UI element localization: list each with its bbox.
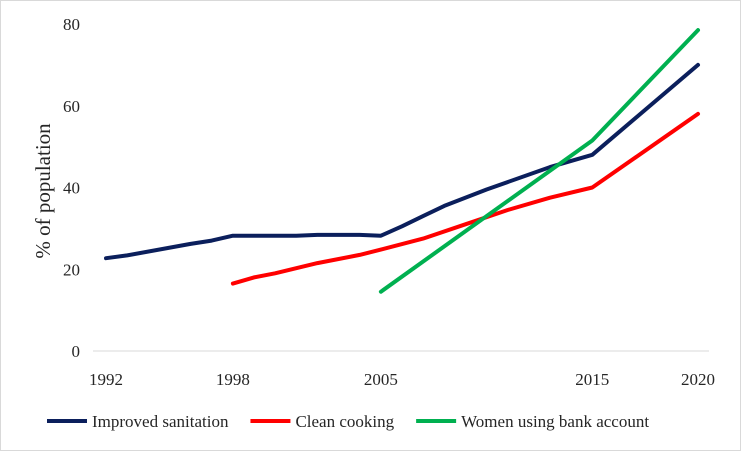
x-tick-label: 2020 xyxy=(681,370,715,389)
y-tick-label: 40 xyxy=(63,179,80,198)
y-axis-title: % of population xyxy=(31,123,55,259)
legend-label-women-using-bank-account: Women using bank account xyxy=(461,412,649,431)
y-axis-title-group: % of population xyxy=(31,123,55,259)
x-tick-label: 2005 xyxy=(364,370,398,389)
series-line-women-using-bank-account xyxy=(378,28,700,294)
y-tick-label: 80 xyxy=(63,15,80,34)
legend: Improved sanitation Clean cooking Women us… xyxy=(47,412,649,431)
series-line-improved-sanitation xyxy=(104,62,700,261)
y-tick-labels: 0 20 40 60 80 xyxy=(63,15,80,361)
legend-label-improved-sanitation: Improved sanitation xyxy=(92,412,229,431)
series-line-clean-cooking xyxy=(230,111,700,286)
y-tick-label: 60 xyxy=(63,97,80,116)
x-tick-labels: 1992 1998 2005 2015 2020 xyxy=(89,370,715,389)
x-tick-label: 1992 xyxy=(89,370,123,389)
x-tick-label: 2015 xyxy=(575,370,609,389)
y-tick-label: 20 xyxy=(63,260,80,279)
legend-label-clean-cooking: Clean cooking xyxy=(295,412,394,431)
y-tick-label: 0 xyxy=(72,342,81,361)
x-tick-label: 1998 xyxy=(216,370,250,389)
series-lines xyxy=(104,28,700,294)
